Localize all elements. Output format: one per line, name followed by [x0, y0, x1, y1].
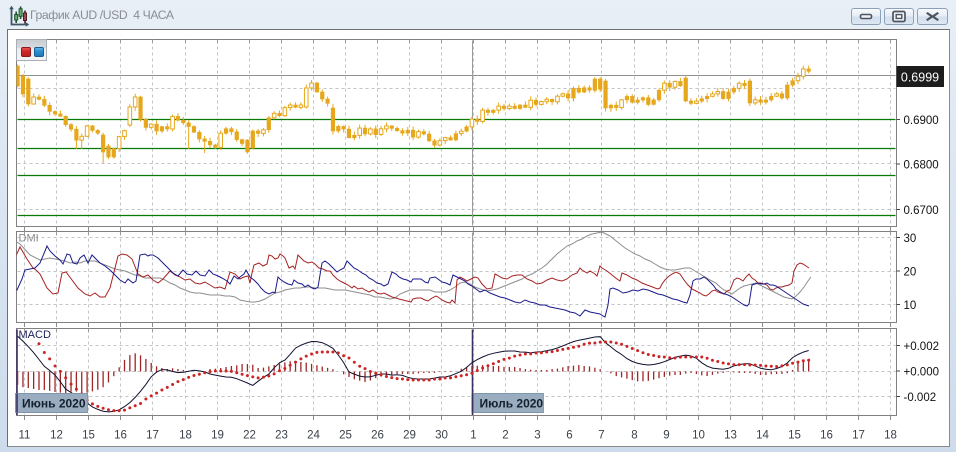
svg-text:18: 18	[884, 430, 897, 442]
svg-text:19: 19	[211, 430, 224, 442]
svg-text:17: 17	[146, 430, 159, 442]
svg-text:Июнь 2020: Июнь 2020	[22, 397, 86, 411]
svg-text:+0.000: +0.000	[904, 367, 940, 379]
svg-text:6: 6	[566, 430, 572, 442]
svg-text:16: 16	[820, 430, 833, 442]
svg-text:DMI: DMI	[19, 233, 39, 245]
svg-text:2: 2	[502, 430, 508, 442]
svg-text:0.6800: 0.6800	[904, 160, 939, 172]
svg-text:11: 11	[19, 430, 31, 442]
svg-text:0.6999: 0.6999	[901, 71, 939, 85]
svg-text:12: 12	[50, 430, 63, 442]
svg-text:16: 16	[114, 430, 127, 442]
svg-text:8: 8	[631, 430, 637, 442]
svg-text:3: 3	[534, 430, 540, 442]
svg-text:30: 30	[904, 233, 917, 245]
svg-text:0.6900: 0.6900	[904, 115, 939, 127]
svg-text:30: 30	[435, 430, 448, 442]
svg-text:9: 9	[663, 430, 669, 442]
svg-text:MACD: MACD	[19, 329, 51, 341]
svg-text:14: 14	[756, 430, 769, 442]
svg-text:7: 7	[598, 430, 604, 442]
svg-text:13: 13	[724, 430, 737, 442]
svg-text:10: 10	[692, 430, 705, 442]
svg-text:22: 22	[243, 430, 256, 442]
svg-text:Июль 2020: Июль 2020	[480, 397, 544, 411]
svg-text:25: 25	[339, 430, 352, 442]
svg-text:+0.002: +0.002	[904, 341, 940, 353]
svg-text:15: 15	[788, 430, 801, 442]
svg-text:-0.002: -0.002	[904, 392, 937, 404]
svg-text:26: 26	[371, 430, 384, 442]
svg-text:18: 18	[179, 430, 192, 442]
svg-text:10: 10	[904, 300, 917, 312]
svg-text:15: 15	[82, 430, 95, 442]
svg-text:23: 23	[275, 430, 288, 442]
svg-text:1: 1	[470, 430, 476, 442]
svg-text:29: 29	[403, 430, 416, 442]
svg-text:20: 20	[904, 267, 917, 279]
svg-text:17: 17	[852, 430, 865, 442]
svg-text:24: 24	[307, 430, 320, 442]
svg-text:0.6700: 0.6700	[904, 205, 939, 217]
